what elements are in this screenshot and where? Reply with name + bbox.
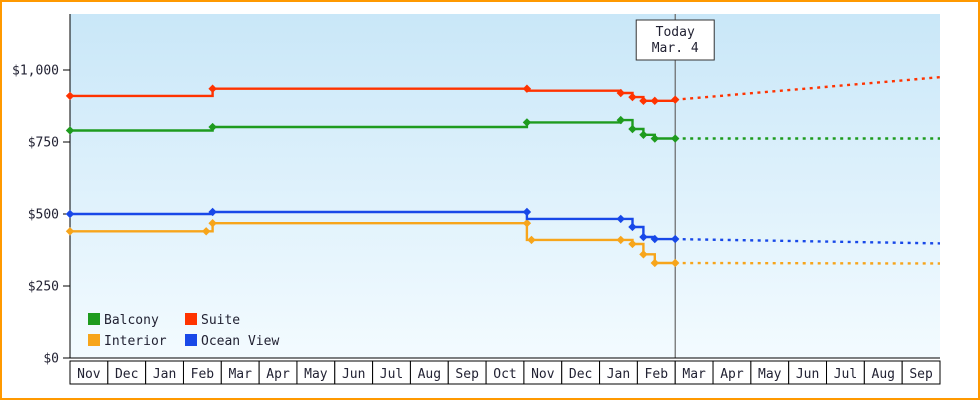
month-label: Sep [909,367,933,382]
series-interior-marker [628,239,637,249]
series-interior-marker [639,250,648,259]
legend-swatch-ocean-view [185,334,197,346]
today-box [635,19,715,61]
month-label: Jun [796,367,819,382]
series-balcony-marker [628,124,637,134]
month-label: Jan [153,367,176,382]
y-tick-label: $250 [28,280,59,295]
series-suite-marker [671,95,680,104]
series-ocean-view-marker [208,207,217,217]
month-label: Oct [493,367,516,382]
series-suite-marker [208,84,217,93]
month-label: Aug [418,367,441,382]
month-label: Feb [191,367,215,382]
month-label: Jun [342,367,365,382]
series-ocean-view-marker [522,207,532,217]
month-label: Jan [607,367,630,382]
series-interior-marker [208,219,217,228]
legend-swatch-balcony [88,313,100,325]
y-tick-label: $1,000 [12,64,59,79]
series-interior-marker [522,219,532,228]
today-date-label: Mar. 4 [652,41,699,56]
legend-label-balcony: Balcony [104,313,159,328]
y-tick-label: $0 [43,352,59,367]
month-label: May [304,367,328,382]
month-label: Feb [645,367,669,382]
month-label: Jul [834,367,857,382]
series-suite-marker [65,91,75,101]
today-label: Today [656,25,695,40]
month-label: Mar [682,367,706,382]
series-balcony-solid-line [70,118,676,140]
month-label: Nov [77,367,101,382]
month-label: Mar [228,367,252,382]
series-balcony-marker [65,126,75,135]
legend-swatch-suite [185,313,197,325]
month-cell [901,360,941,385]
series-interior-marker [671,258,680,268]
series-balcony-marker [522,118,532,127]
month-label: Aug [872,367,895,382]
series-interior-marker [650,258,659,268]
series-ocean-view-marker [639,232,648,242]
series-suite-marker [616,88,625,98]
series-ocean-view-marker [650,234,659,244]
series-interior-marker [527,235,536,245]
series-interior-marker [65,227,75,236]
month-label: Dec [569,367,592,382]
series-balcony-marker [671,134,680,143]
legend-swatch-interior [88,334,100,346]
y-tick-label: $500 [28,208,59,223]
month-label: Jul [380,367,403,382]
legend-label-interior: Interior [104,334,167,349]
series-suite-marker [628,92,637,102]
series-ocean-view-marker [616,214,625,224]
series-suite-marker [522,84,532,93]
series-balcony-marker [208,122,217,132]
series-balcony-marker [639,130,648,139]
series-interior-marker [616,235,625,245]
series-suite-marker [650,96,659,106]
series-balcony-marker [616,115,625,125]
month-label: May [758,367,782,382]
y-tick-label: $750 [28,136,59,151]
series-suite-marker [639,96,648,106]
month-label: Sep [455,367,479,382]
month-label: Nov [531,367,555,382]
month-label: Apr [720,367,744,382]
series-ocean-view-marker [628,222,637,232]
plot-background [70,14,940,358]
month-label: Apr [266,367,290,382]
series-interior-marker [201,227,211,236]
series-ocean-view-marker [671,234,680,244]
month-label: Dec [115,367,138,382]
series-balcony-marker [650,134,659,143]
legend-label-ocean-view: Ocean View [201,334,279,349]
series-ocean-view-marker [65,209,75,219]
legend-label-suite: Suite [201,313,240,328]
